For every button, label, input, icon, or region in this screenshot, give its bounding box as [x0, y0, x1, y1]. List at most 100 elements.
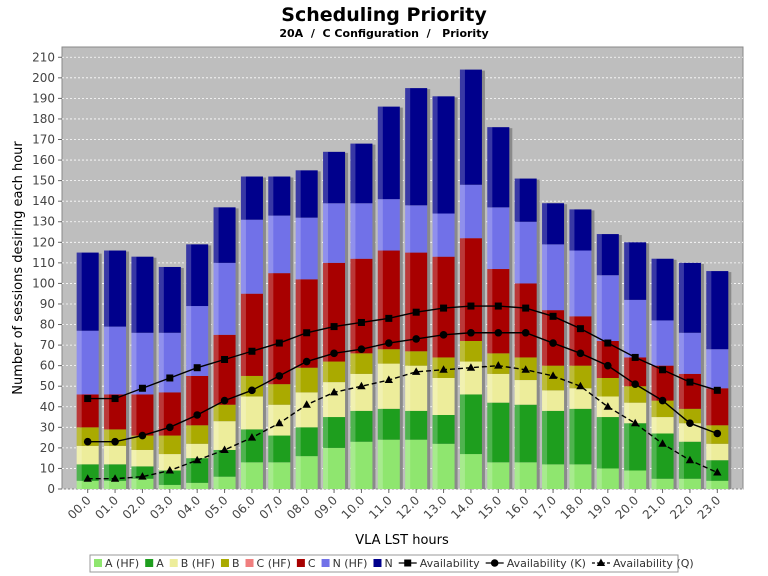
bar-highlight — [76, 330, 82, 395]
x-tick-label: 05.0 — [202, 493, 231, 522]
bar-highlight — [131, 394, 137, 436]
availability-q-point — [411, 367, 421, 375]
availability-q-point — [302, 400, 311, 408]
bar-segment-n-hf — [158, 332, 181, 393]
x-axis-label: VLA LST hours — [355, 533, 449, 548]
bar-highlight — [459, 454, 465, 489]
bar-highlight — [104, 445, 110, 465]
bar-highlight — [432, 213, 438, 257]
y-tick-label: 150 — [32, 174, 55, 188]
bar-highlight — [624, 242, 630, 300]
legend-items: A (HF) A B (HF) B C (HF) C N (HF) N Availability… — [94, 557, 694, 570]
y-tick-label: 100 — [32, 276, 55, 290]
bar-highlight — [268, 435, 274, 463]
bar-highlight — [569, 316, 575, 366]
availability-q-point — [138, 472, 147, 480]
bar-segment-b-hf — [405, 365, 428, 411]
bar-highlight — [240, 176, 246, 220]
bar-segment-b-hf — [323, 382, 346, 418]
bar-highlight — [377, 199, 383, 251]
y-tick-label: 80 — [40, 318, 55, 332]
bar-segment-b-hf — [240, 396, 263, 430]
availability-point — [138, 384, 146, 392]
bar-highlight — [104, 464, 110, 481]
bar-segment-b — [186, 425, 209, 444]
bar-segment-c — [624, 357, 647, 387]
legend-label: Availability (K) — [507, 557, 586, 570]
y-tick-label: 160 — [32, 153, 55, 167]
y-tick-label: 70 — [40, 338, 55, 352]
bar-segment-n — [104, 250, 127, 327]
bar-segment-a-hf — [213, 476, 236, 489]
y-axis-label: Number of sessions desiring each hour — [11, 141, 26, 395]
bar-highlight — [131, 478, 137, 489]
y-tick-label: 190 — [32, 91, 55, 105]
legend-swatch — [145, 559, 154, 567]
bar-highlight — [295, 367, 301, 393]
bar-segment-b — [624, 386, 647, 403]
bar-segment-n-hf — [268, 215, 291, 274]
y-tick-label: 60 — [40, 359, 55, 373]
bar-highlight — [542, 464, 548, 489]
bar-segment-b-hf — [295, 392, 318, 428]
availability-q-point — [630, 418, 640, 427]
bar-highlight — [240, 219, 246, 294]
bar-highlight — [76, 394, 82, 428]
bar-segment-n — [651, 258, 674, 321]
y-tick-label: 130 — [32, 215, 55, 229]
availability-line — [87, 305, 718, 400]
availability-q-point — [329, 387, 339, 396]
bar-highlight — [350, 143, 356, 204]
availability-point — [631, 353, 639, 361]
bar-highlight — [624, 299, 630, 358]
bar-segment-b — [158, 435, 181, 455]
bar-segment-b-hf — [432, 377, 455, 415]
bar-highlight — [678, 478, 684, 489]
bar-highlight — [186, 482, 192, 489]
availability-k-point — [138, 431, 147, 440]
bar-highlight — [323, 151, 329, 204]
availability-point — [522, 304, 530, 312]
bar-highlight — [158, 392, 164, 436]
bar-segment-c — [76, 394, 99, 428]
availability-k-point — [631, 380, 639, 388]
bar-segment-a-hf — [651, 478, 674, 489]
bar-highlight — [514, 404, 520, 463]
bar-segment-b — [459, 340, 482, 362]
bar-segment-a — [213, 449, 236, 477]
bar-highlight — [405, 351, 411, 366]
bar-segment-c — [678, 373, 701, 409]
bar-segment-n — [186, 244, 209, 307]
x-tick-label: 06.0 — [229, 493, 258, 522]
availability-k-point — [604, 361, 612, 370]
bar-segment-n — [596, 234, 619, 276]
availability-q-point — [247, 433, 257, 441]
bar-highlight — [350, 353, 356, 374]
bar-segment-n-hf — [514, 221, 537, 284]
bar-segment-b — [295, 367, 318, 393]
bar-highlight — [487, 353, 493, 374]
bar-highlight — [158, 484, 164, 489]
bar-segment-b — [323, 361, 346, 383]
bar-highlight — [323, 262, 329, 362]
bar-highlight — [624, 357, 630, 387]
chart-subtitle: 20A / C Configuration / Priority — [279, 27, 488, 40]
x-tick-label: 12.0 — [394, 493, 423, 522]
bar-segment-b-hf — [542, 390, 565, 411]
legend-label: B (HF) — [181, 557, 215, 570]
bar-segment-c — [131, 394, 154, 436]
availability-q-point — [83, 474, 92, 482]
bar-segment-n-hf — [131, 332, 154, 395]
y-tick-label: 120 — [32, 235, 55, 249]
availability-k-point — [357, 345, 366, 354]
bar-highlight — [240, 462, 246, 489]
bar-segment-b-hf — [76, 445, 99, 465]
bar-highlight — [596, 417, 602, 469]
bar-segment-b-hf — [350, 373, 373, 411]
bar-highlight — [459, 394, 465, 455]
bar-highlight — [350, 410, 356, 442]
bar-segment-n-hf — [104, 326, 127, 395]
bar-segment-b — [268, 384, 291, 405]
availability-q-point — [494, 361, 503, 369]
bar-segment-n — [323, 151, 346, 204]
